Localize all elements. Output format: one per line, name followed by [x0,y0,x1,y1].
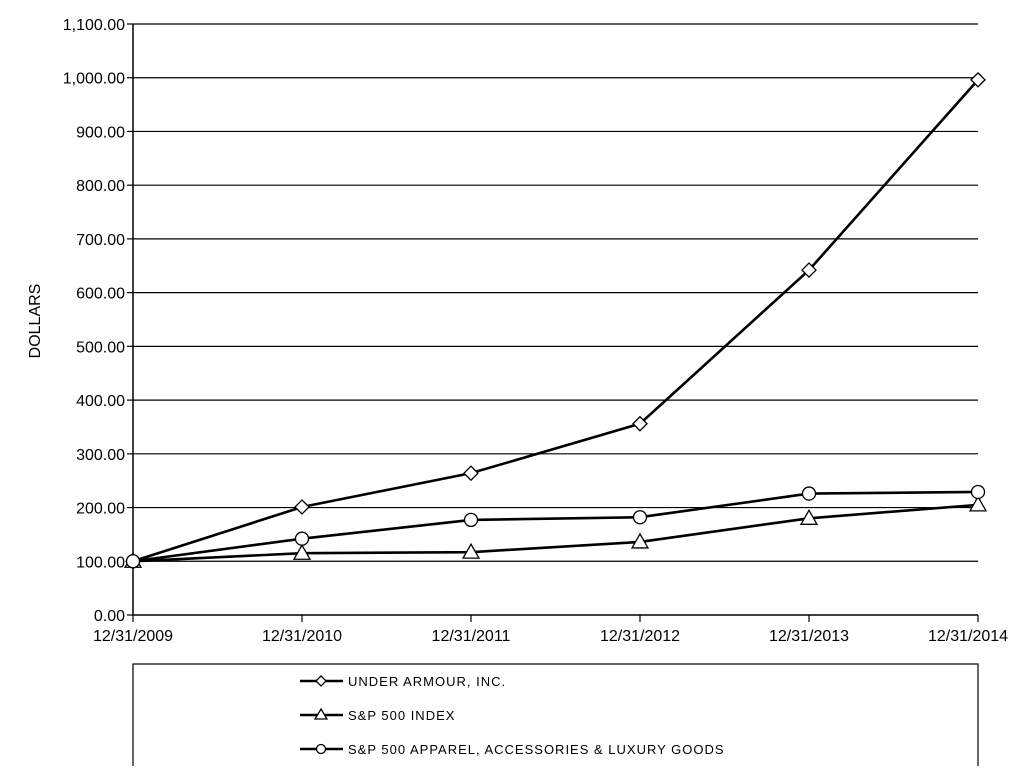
y-tick-label: 900.00 [76,124,125,141]
x-tick-label: 12/31/2009 [93,628,173,645]
diamond-marker [801,262,817,278]
grid-layer [133,23,978,562]
triangle-marker [313,707,329,720]
legend-box [132,663,979,769]
circle-marker [294,531,310,546]
y-tick-label: 700.00 [76,232,125,249]
legend-item: S&P 500 APPAREL, ACCESSORIES & LUXURY GO… [300,742,725,757]
series-line [132,490,979,563]
y-tick-label: 1,100.00 [63,17,125,34]
axis-layer: 0.00 100.00 200.00 300.00 400.00 500.00 600.00… [63,17,1008,645]
y-tick-label: 400.00 [76,393,125,410]
y-axis-title: DOLLARS [27,284,44,359]
diamond-marker [970,71,986,88]
circle-marker [632,510,648,525]
series-layer [123,71,988,570]
diamond-marker [315,675,327,687]
x-tick-label: 12/31/2012 [600,628,680,645]
y-tick-label: 800.00 [76,178,125,195]
y-tick-label: 500.00 [76,339,125,356]
x-tick-label: 12/31/2010 [262,628,342,645]
triangle-marker [461,542,481,559]
legend-label: S&P 500 APPAREL, ACCESSORIES & LUXURY GO… [348,742,725,757]
circle-marker [463,512,479,528]
legend-label: S&P 500 INDEX [348,708,455,723]
series-line [132,503,979,563]
diamond-marker [294,499,310,515]
triangle-marker [630,532,650,549]
series-diamond [125,71,986,570]
legend-item: UNDER ARMOUR, INC. [300,674,506,689]
triangle-marker [968,495,988,512]
x-tick-label: 12/31/2013 [769,628,849,645]
y-tick-label: 200.00 [76,501,125,518]
legend-item: S&P 500 INDEX [300,707,455,723]
y-tick-label: 300.00 [76,447,125,464]
circle-marker [801,486,817,501]
y-tick-label: 1,000.00 [63,71,125,88]
y-tick-label: 600.00 [76,286,125,303]
triangle-marker [799,508,819,525]
y-tick-label: 0.00 [94,608,125,625]
legend-label: UNDER ARMOUR, INC. [348,674,506,689]
series-line [132,79,979,563]
circle-marker [125,554,141,569]
triangle-marker [292,543,312,560]
legend: UNDER ARMOUR, INC. S&P 500 INDEX S&P 500 A… [132,663,979,769]
y-tick-label: 100.00 [76,554,125,571]
diamond-marker [463,465,479,482]
series-circle [125,484,986,569]
circle-marker [970,484,986,500]
x-tick-label: 12/31/2014 [928,628,1008,645]
diamond-marker [632,415,648,432]
circle-marker [315,743,327,755]
x-tick-label: 12/31/2011 [432,628,511,645]
